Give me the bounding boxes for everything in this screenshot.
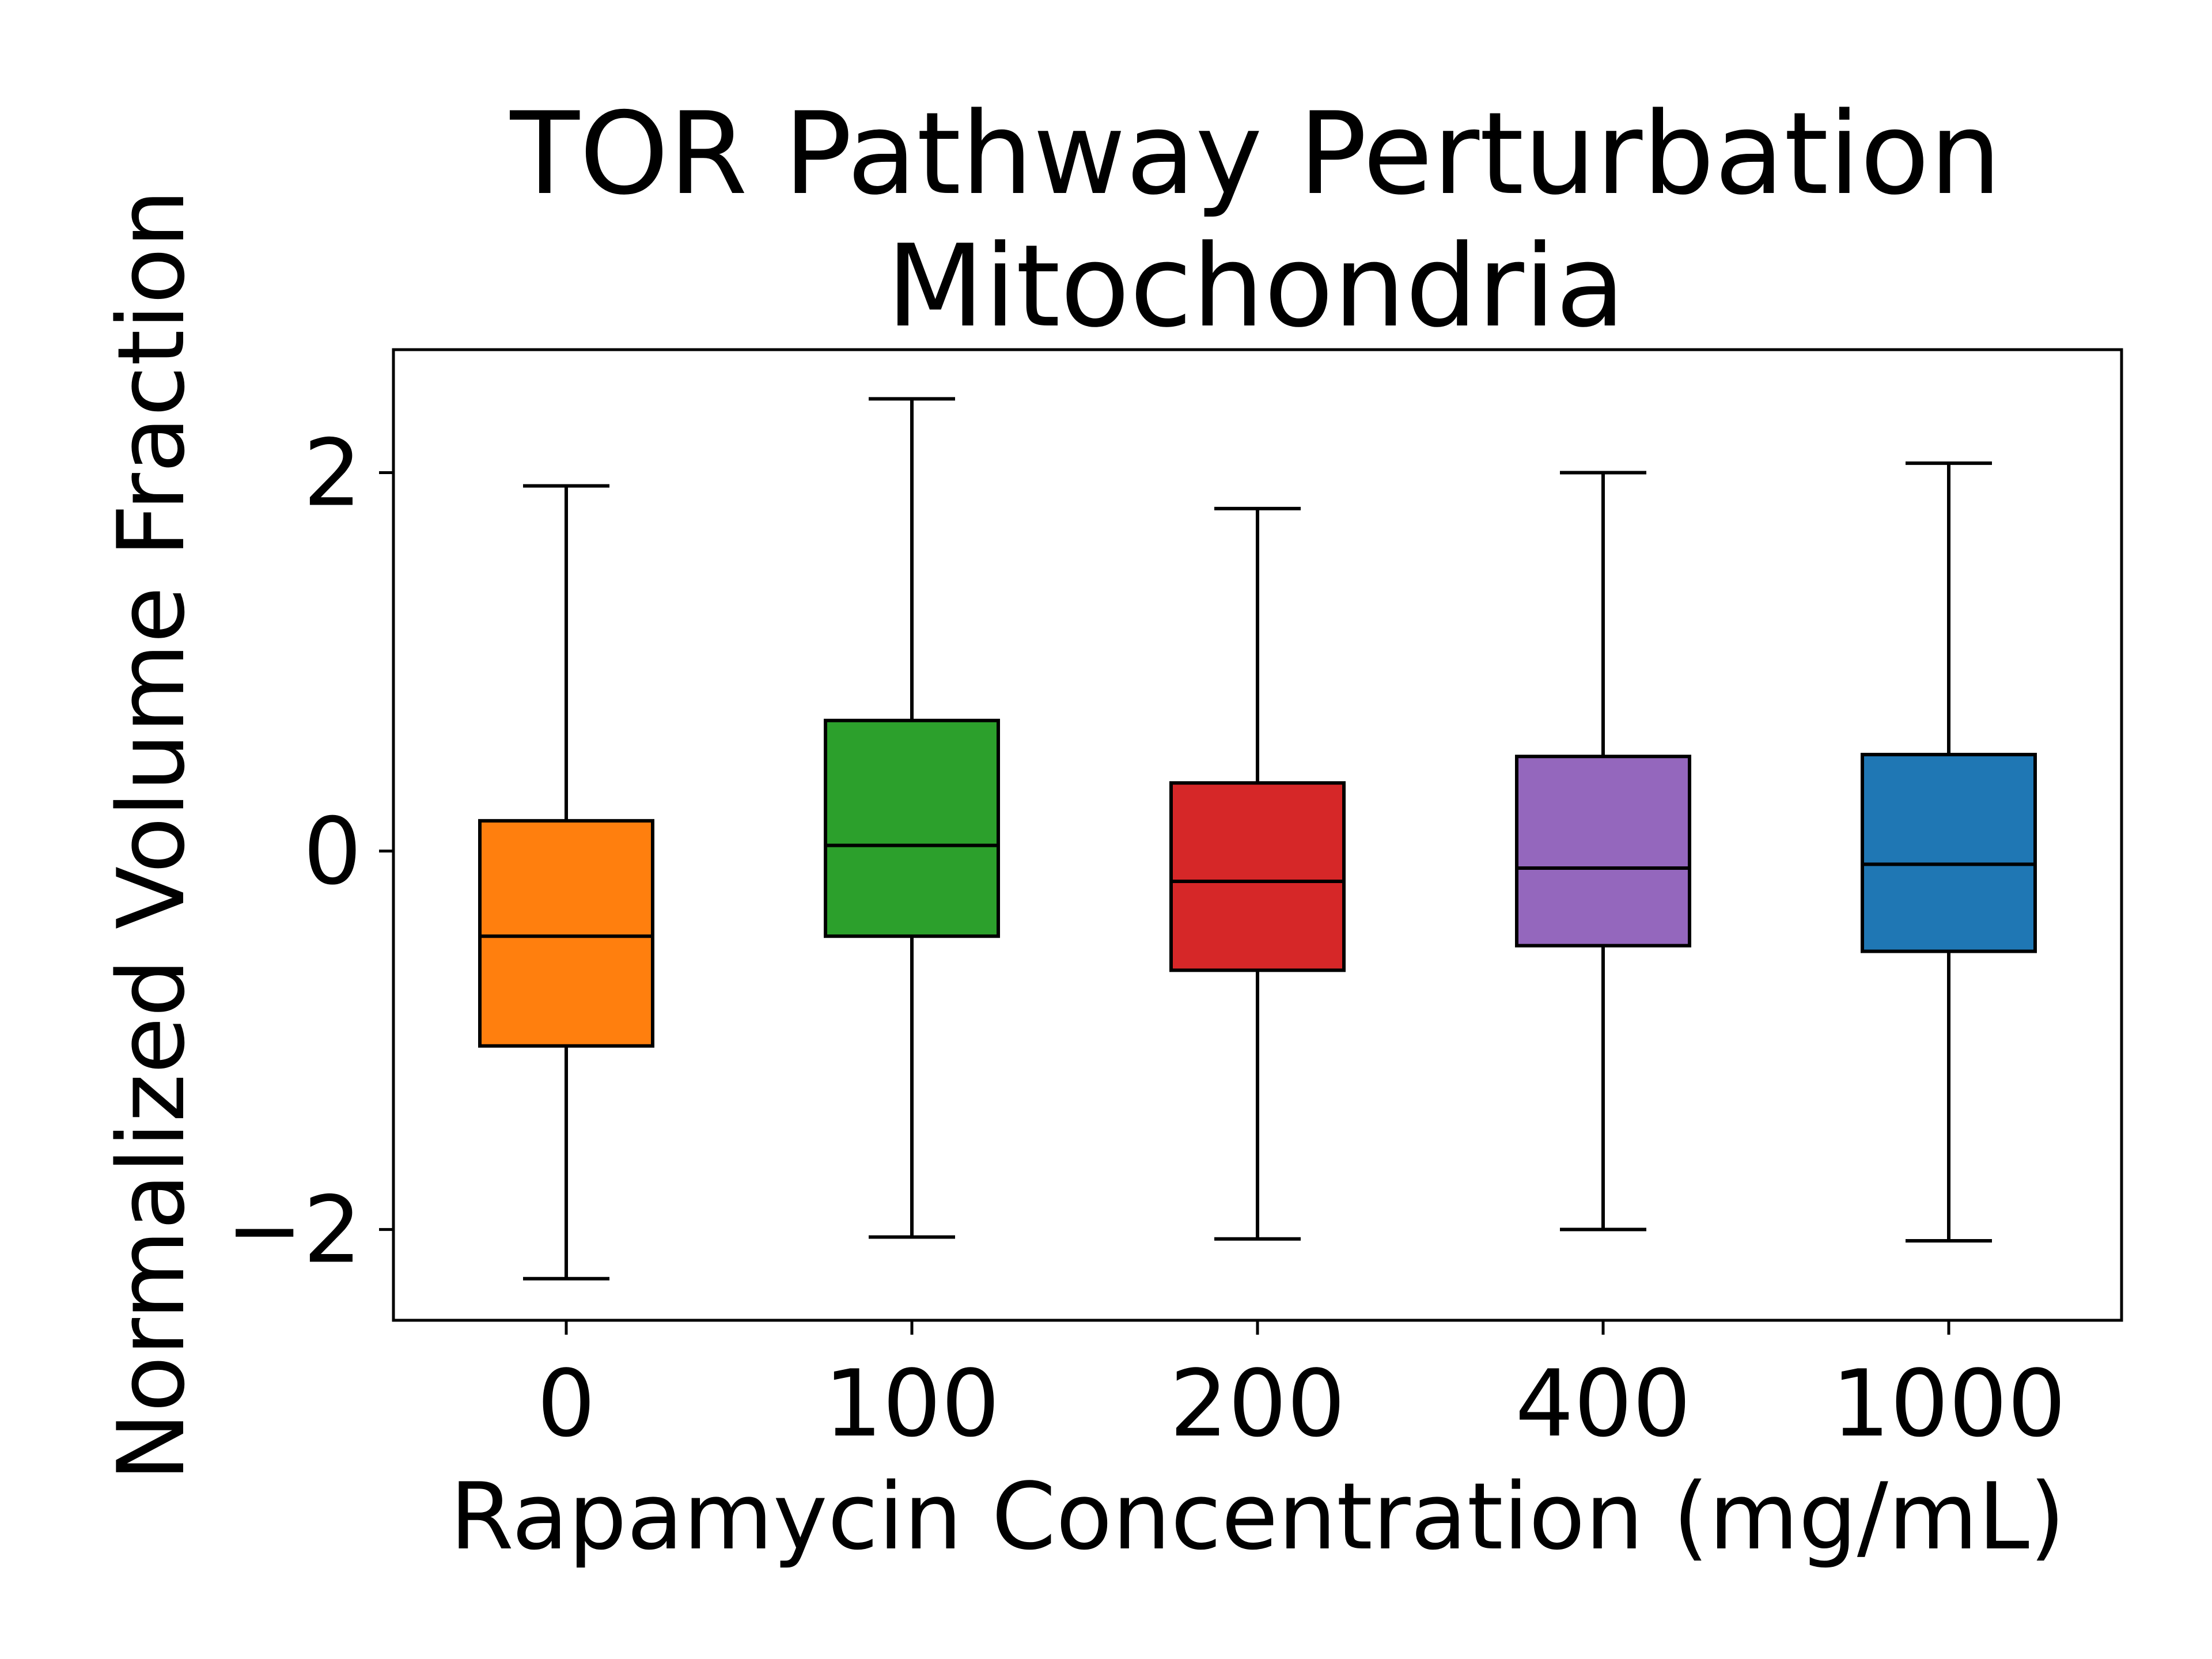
iqr-box-200	[1169, 781, 1346, 972]
y-tick-label: 2	[303, 419, 362, 527]
box-group-400	[1515, 471, 1691, 1232]
y-tick-label: 0	[303, 797, 362, 905]
x-tick-label: 1000	[1831, 1350, 2066, 1457]
x-tick-label: 100	[824, 1350, 999, 1457]
chart-subtitle: Mitochondria	[887, 221, 1626, 353]
iqr-box-0	[478, 819, 654, 1048]
x-tick-label: 0	[537, 1350, 596, 1457]
x-tick-label: 400	[1515, 1350, 1691, 1457]
boxes-layer	[478, 397, 2037, 1281]
box-group-1000	[1861, 461, 2037, 1243]
iqr-box-1000	[1861, 752, 2037, 953]
box-group-200	[1169, 506, 1346, 1241]
x-tick-label: 200	[1169, 1350, 1345, 1457]
box-group-0	[478, 484, 654, 1281]
chart-title: TOR Pathway Perturbation	[510, 88, 2002, 220]
iqr-box-100	[824, 718, 1000, 938]
y-axis-ticks: −2 0 2	[226, 419, 393, 1283]
x-axis-ticks: 0 100 200 400 1000	[537, 1320, 2066, 1457]
iqr-box-400	[1515, 755, 1691, 948]
y-axis-label: Normalized Volume Fraction	[97, 190, 205, 1482]
y-tick-label: −2	[226, 1176, 362, 1283]
x-axis-label: Rapamycin Concentration (mg/mL)	[450, 1463, 2065, 1570]
box-group-100	[824, 397, 1000, 1239]
